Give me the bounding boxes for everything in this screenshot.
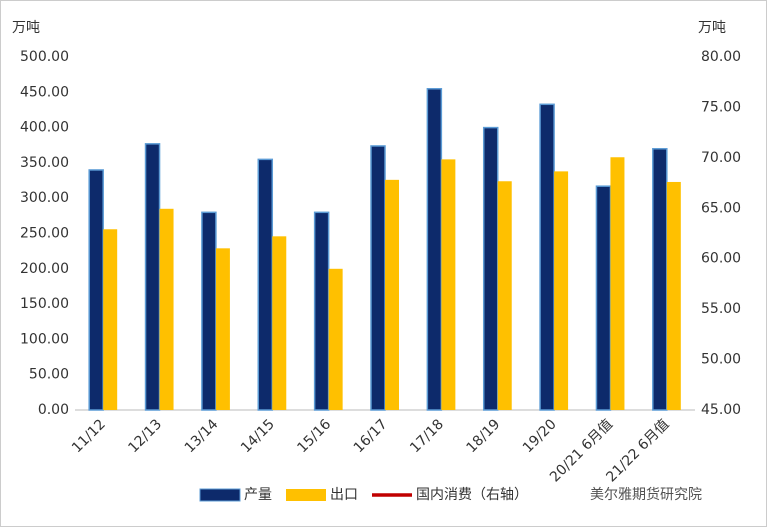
y2-tick-label: 55.00 xyxy=(701,301,741,317)
legend-label: 国内消费（右轴） xyxy=(416,487,528,503)
legend-label: 出口 xyxy=(330,487,358,503)
y-tick-label: 50.00 xyxy=(29,367,69,383)
legend-label: 产量 xyxy=(244,487,272,503)
legend-swatch xyxy=(286,489,326,501)
bar xyxy=(666,181,681,410)
y-tick-label: 200.00 xyxy=(20,261,69,277)
y-axis-label: 万吨 xyxy=(12,20,40,36)
y-tick-label: 250.00 xyxy=(20,226,69,242)
bar xyxy=(595,185,612,411)
legend-swatch xyxy=(199,488,241,502)
watermark: 美尔雅期货研究院 xyxy=(590,486,702,503)
bar xyxy=(426,88,443,411)
bar xyxy=(215,248,230,410)
bar xyxy=(159,208,174,410)
y2-tick-label: 60.00 xyxy=(701,251,741,267)
bar xyxy=(272,236,287,410)
bar xyxy=(88,169,104,411)
bar xyxy=(201,211,217,411)
y-tick-label: 100.00 xyxy=(20,331,69,347)
y2-axis-label: 万吨 xyxy=(698,20,726,36)
y2-tick-label: 80.00 xyxy=(701,49,741,65)
bar xyxy=(328,268,343,410)
bar xyxy=(441,159,456,410)
y2-tick-label: 70.00 xyxy=(701,150,741,166)
y-tick-label: 350.00 xyxy=(20,155,69,171)
y2-tick-label: 45.00 xyxy=(701,402,741,418)
y2-tick-label: 75.00 xyxy=(701,99,741,115)
y-tick-label: 450.00 xyxy=(20,84,69,100)
bar xyxy=(313,211,330,411)
y-tick-label: 300.00 xyxy=(20,190,69,206)
bar xyxy=(257,158,274,411)
bar xyxy=(554,171,569,410)
bar xyxy=(482,126,499,411)
bar xyxy=(385,179,399,410)
bar xyxy=(497,181,512,410)
bar xyxy=(370,145,386,411)
y2-tick-label: 65.00 xyxy=(701,200,741,216)
bar xyxy=(144,143,161,411)
bar xyxy=(539,103,555,411)
bar xyxy=(610,157,625,410)
y2-tick-label: 50.00 xyxy=(701,352,741,368)
y-tick-label: 400.00 xyxy=(20,120,69,136)
y-tick-label: 500.00 xyxy=(20,49,69,65)
bar xyxy=(652,148,668,411)
y-tick-label: 0.00 xyxy=(38,402,69,418)
bar xyxy=(103,229,118,410)
y-tick-label: 150.00 xyxy=(20,296,69,312)
